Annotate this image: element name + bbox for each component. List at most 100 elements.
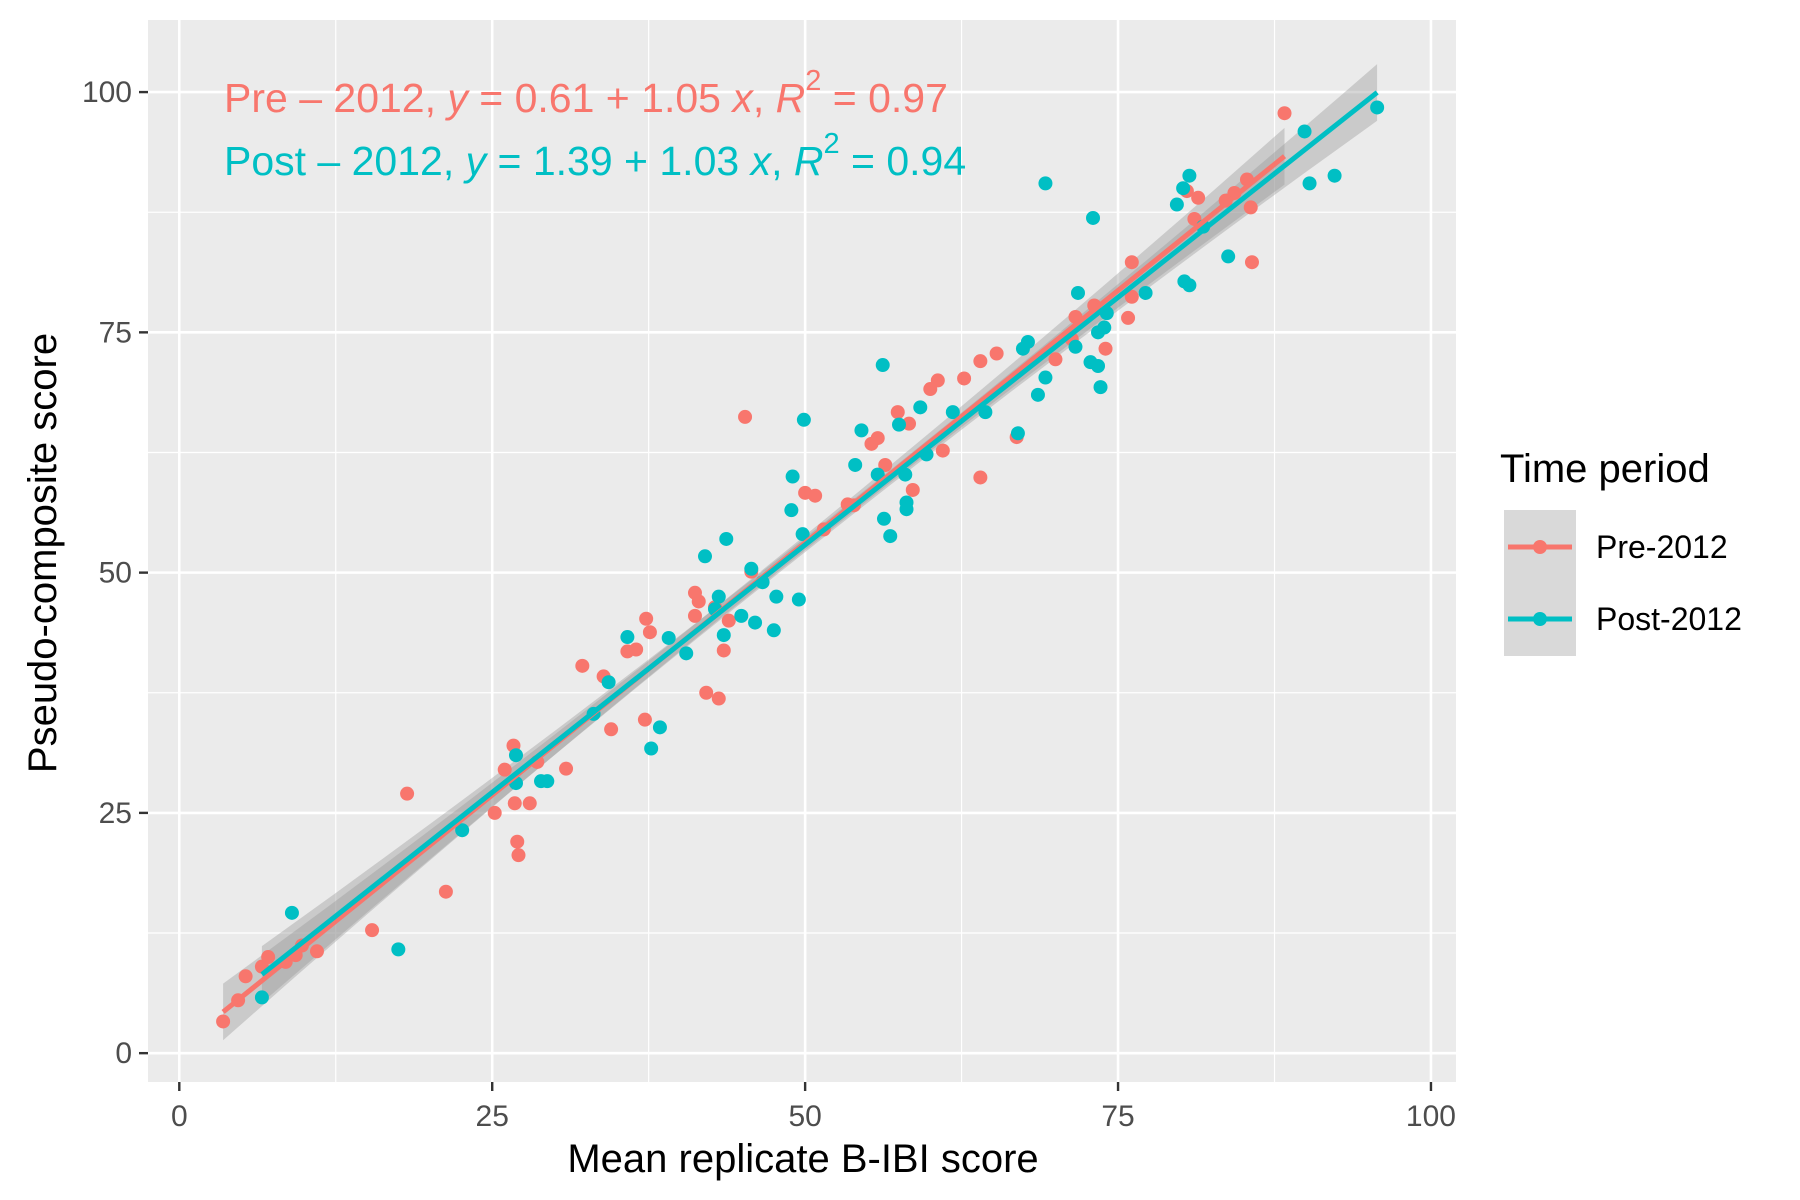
data-point bbox=[854, 423, 869, 438]
data-point bbox=[870, 431, 885, 446]
legend-label: Post-2012 bbox=[1596, 601, 1742, 637]
y-tick-label: 100 bbox=[82, 76, 132, 109]
data-point bbox=[973, 354, 988, 369]
data-point bbox=[913, 400, 928, 415]
legend-key-point bbox=[1533, 612, 1547, 626]
data-point bbox=[1169, 197, 1184, 212]
data-point bbox=[400, 786, 415, 801]
data-point bbox=[1327, 168, 1342, 183]
data-point bbox=[1068, 339, 1083, 354]
regression-equations: Pre – 2012, y = 0.61 + 1.05 x, R2 = 0.97… bbox=[224, 65, 966, 184]
data-point bbox=[699, 685, 714, 700]
data-point bbox=[1093, 380, 1108, 395]
data-point bbox=[1038, 176, 1053, 191]
data-point bbox=[687, 608, 702, 623]
data-point bbox=[744, 561, 759, 576]
data-point bbox=[989, 346, 1004, 361]
data-point bbox=[1097, 320, 1112, 335]
data-point bbox=[785, 469, 800, 484]
data-point bbox=[497, 762, 512, 777]
data-point bbox=[796, 412, 811, 427]
data-point bbox=[848, 457, 863, 472]
data-point bbox=[769, 589, 784, 604]
data-point bbox=[642, 625, 657, 640]
data-point bbox=[878, 457, 893, 472]
data-point bbox=[575, 658, 590, 673]
y-axis-title: Pseudo-composite score bbox=[21, 333, 65, 773]
data-point bbox=[487, 805, 502, 820]
data-point bbox=[791, 592, 806, 607]
data-point bbox=[620, 630, 635, 645]
legend-title: Time period bbox=[1500, 447, 1710, 491]
data-point bbox=[1121, 310, 1136, 325]
legend-key-background bbox=[1504, 510, 1576, 656]
data-point bbox=[935, 443, 950, 458]
data-point bbox=[719, 531, 734, 546]
data-point bbox=[738, 409, 753, 424]
data-point bbox=[711, 691, 726, 706]
data-point bbox=[883, 529, 898, 544]
data-point bbox=[734, 608, 749, 623]
data-point bbox=[716, 643, 731, 658]
x-tick-label: 75 bbox=[1101, 1100, 1134, 1133]
data-point bbox=[978, 405, 993, 420]
x-tick-label: 25 bbox=[476, 1100, 509, 1133]
data-point bbox=[748, 615, 763, 630]
axes: 0 25 50 75 100 0 25 50 75 100 bbox=[82, 76, 1456, 1133]
data-point bbox=[238, 969, 253, 984]
data-point bbox=[1098, 341, 1113, 356]
data-point bbox=[438, 884, 453, 899]
data-point bbox=[870, 467, 885, 482]
regression-equation: Pre – 2012, y = 0.61 + 1.05 x, R2 = 0.97 bbox=[224, 65, 948, 121]
data-point bbox=[905, 482, 920, 497]
data-point bbox=[1182, 168, 1197, 183]
data-point bbox=[1020, 334, 1035, 349]
data-point bbox=[508, 748, 523, 763]
data-point bbox=[1086, 210, 1101, 225]
data-point bbox=[1091, 358, 1106, 373]
data-point bbox=[945, 405, 960, 420]
data-point bbox=[795, 527, 810, 542]
x-tick-label: 0 bbox=[171, 1100, 188, 1133]
data-point bbox=[1070, 285, 1085, 300]
data-point bbox=[876, 511, 891, 526]
data-point bbox=[216, 1014, 231, 1029]
data-point bbox=[1038, 370, 1053, 385]
data-point bbox=[652, 720, 667, 735]
data-point bbox=[309, 944, 324, 959]
data-point bbox=[1124, 289, 1139, 304]
data-point bbox=[644, 741, 659, 756]
y-tick-label: 0 bbox=[115, 1037, 132, 1070]
x-axis-title: Mean replicate B-IBI score bbox=[567, 1137, 1038, 1181]
data-point bbox=[716, 628, 731, 643]
data-point bbox=[507, 796, 522, 811]
data-point bbox=[540, 774, 555, 789]
y-tick-label: 75 bbox=[99, 316, 132, 349]
legend-label: Pre-2012 bbox=[1596, 529, 1728, 565]
data-point bbox=[511, 848, 526, 863]
data-point bbox=[1370, 100, 1385, 115]
data-point bbox=[1221, 249, 1236, 264]
data-point bbox=[973, 470, 988, 485]
data-point bbox=[601, 675, 616, 690]
data-point bbox=[1243, 200, 1258, 215]
data-point bbox=[522, 796, 537, 811]
grid-lines bbox=[148, 20, 1456, 1082]
data-point bbox=[890, 405, 905, 420]
data-point bbox=[1277, 106, 1292, 121]
data-point bbox=[766, 623, 781, 638]
data-point bbox=[261, 950, 276, 965]
data-point bbox=[1302, 176, 1317, 191]
legend: Time period Pre-2012 Post-2012 bbox=[1500, 447, 1742, 656]
y-tick-label: 25 bbox=[99, 797, 132, 830]
data-point bbox=[1176, 181, 1191, 196]
data-point bbox=[1297, 124, 1312, 139]
data-point bbox=[679, 646, 694, 661]
data-point bbox=[661, 630, 676, 645]
data-point bbox=[1191, 190, 1206, 205]
data-point bbox=[639, 611, 654, 626]
y-tick-label: 50 bbox=[99, 557, 132, 590]
data-point bbox=[1048, 352, 1063, 367]
fit-line bbox=[260, 90, 1379, 977]
